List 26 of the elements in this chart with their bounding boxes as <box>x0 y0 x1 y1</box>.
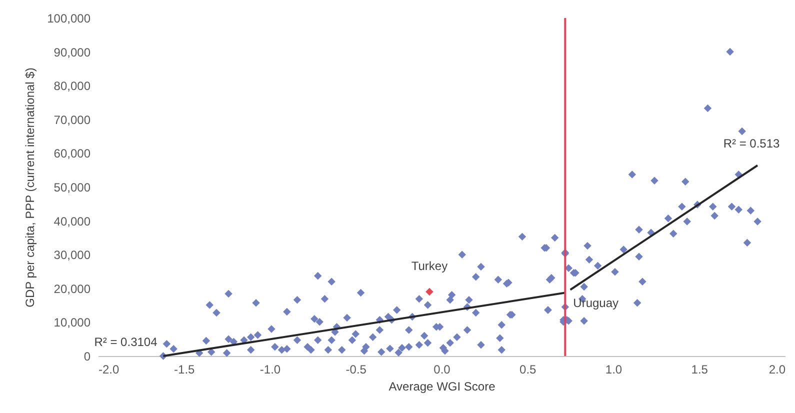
x-tick-label: -1.0 <box>260 362 281 376</box>
y-tick-label: 50,000 <box>54 180 91 194</box>
x-tick-label: 0.0 <box>434 362 451 376</box>
y-tick-label: 80,000 <box>54 79 91 94</box>
y-tick-label: 30,000 <box>54 248 91 262</box>
annotation: R² = 0.3104 <box>94 335 158 349</box>
x-tick-label: -1.5 <box>174 362 196 376</box>
y-tick-label: 60,000 <box>54 146 91 161</box>
y-tick-label: 70,000 <box>54 112 91 127</box>
y-tick-label: 40,000 <box>54 214 91 228</box>
y-tick-label: 100,000 <box>47 12 91 26</box>
y-tick-label: 90,000 <box>54 45 91 60</box>
y-tick-label: 10,000 <box>54 316 91 330</box>
annotation: Turkey <box>411 258 448 273</box>
x-tick-label: -0.5 <box>346 362 367 376</box>
x-tick-label: 1.5 <box>691 362 708 376</box>
x-tick-label: -2.0 <box>98 362 120 376</box>
annotation: R² = 0.513 <box>723 136 780 150</box>
y-tick-label: 20,000 <box>54 282 91 296</box>
x-tick-label: 0.5 <box>520 362 537 376</box>
x-tick-label: 1.0 <box>605 362 622 376</box>
y-axis-title: GDP per capita, PPP (current international $) <box>23 68 38 308</box>
x-axis-title: Average WGI Score <box>388 380 496 394</box>
annotation: Uruguay <box>573 296 619 310</box>
y-tick-label: 0 <box>84 350 91 364</box>
x-tick-label: 2.0 <box>768 362 786 376</box>
